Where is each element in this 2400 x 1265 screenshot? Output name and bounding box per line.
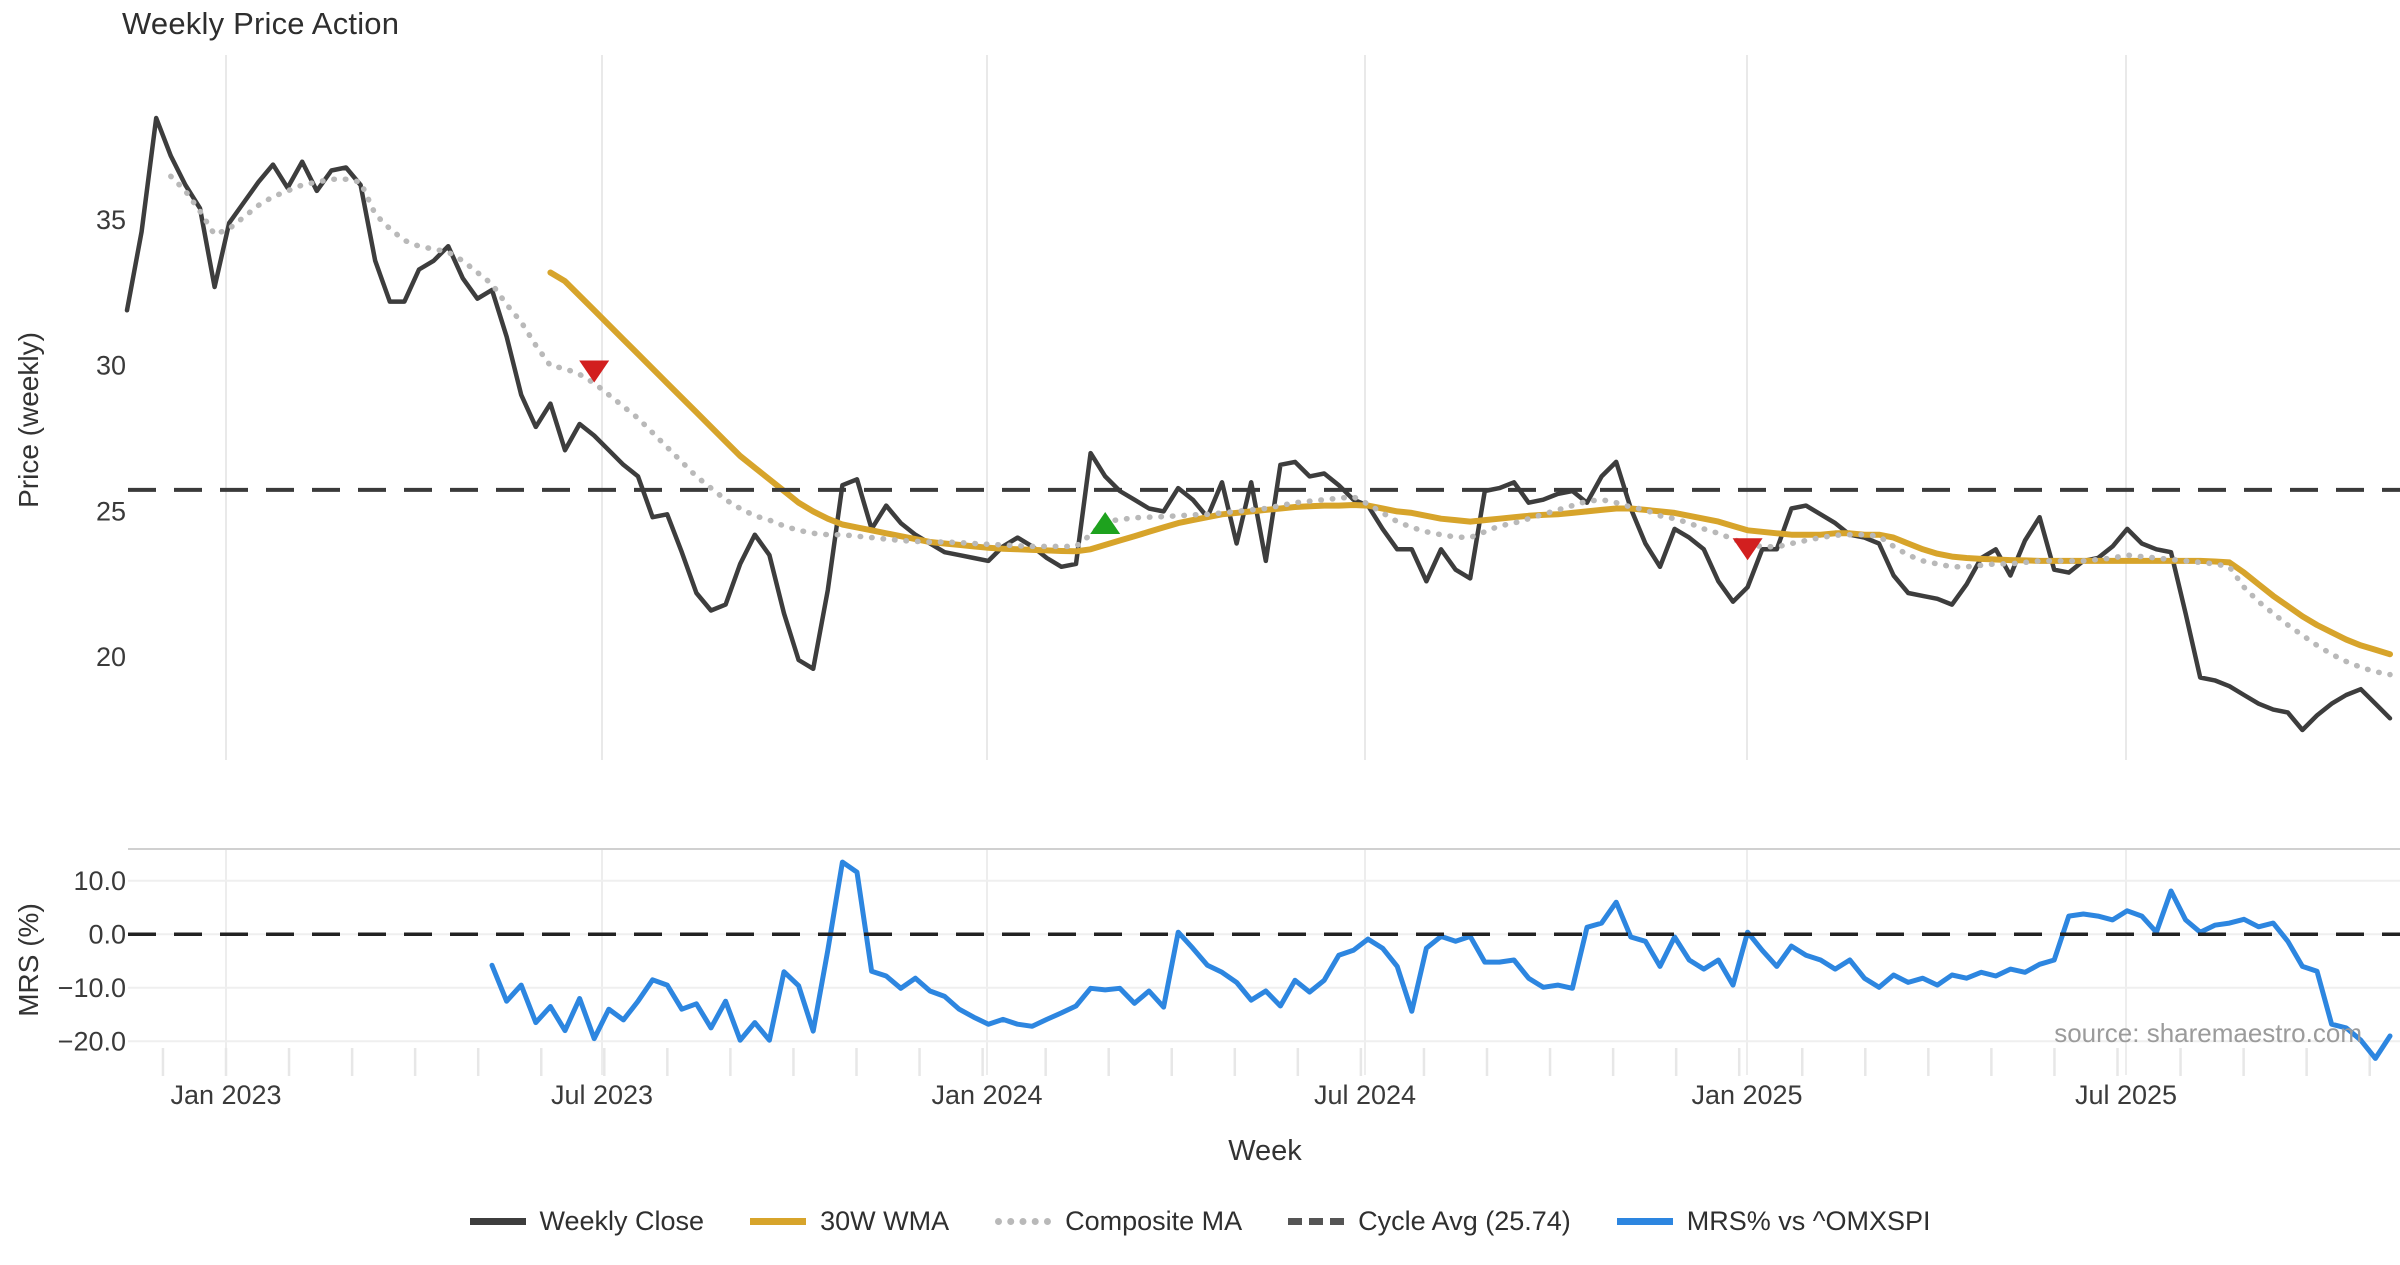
sell-signal-marker (579, 360, 610, 383)
chart-legend: Weekly Close 30W WMA Composite MA Cycle Avg… (0, 1206, 2400, 1237)
legend-item[interactable]: Composite MA (995, 1206, 1242, 1237)
sell-signal-marker (1732, 538, 1763, 561)
price-y-tick-label: 30 (96, 351, 126, 381)
legend-label: Composite MA (1065, 1206, 1243, 1236)
x-tick-label: Jan 2023 (170, 1080, 281, 1110)
mrs-y-axis-label: MRS (%) (13, 903, 44, 1017)
x-tick-label: Jul 2023 (551, 1080, 653, 1110)
legend-item[interactable]: MRS% vs ^OMXSPI (1616, 1206, 1931, 1237)
chart-title: Weekly Price Action (122, 6, 400, 41)
x-tick-label: Jan 2025 (1691, 1080, 1802, 1110)
price-y-tick-label: 35 (96, 205, 126, 235)
legend-swatch-dashed (1288, 1218, 1345, 1225)
legend-label: 30W WMA (820, 1206, 950, 1236)
legend-swatch-solid (750, 1218, 807, 1225)
price-y-tick-label: 20 (96, 642, 126, 672)
mrs-y-tick-label: 0.0 (88, 919, 126, 949)
source-note: source: sharemaestro.com (2054, 1018, 2362, 1048)
price-y-axis-label: Price (weekly) (13, 332, 44, 508)
mrs-y-tick-label: −10.0 (58, 973, 126, 1003)
legend-label: Cycle Avg (25.74) (1358, 1206, 1571, 1236)
legend-item[interactable]: Weekly Close (469, 1206, 705, 1237)
legend-swatch-solid (1616, 1218, 1673, 1225)
x-axis-label: Week (1228, 1135, 1302, 1167)
mrs-y-tick-label: −20.0 (58, 1026, 126, 1056)
price-y-tick-label: 25 (96, 496, 126, 526)
x-tick-label: Jul 2025 (2075, 1080, 2177, 1110)
series-composite-ma (168, 173, 2393, 678)
series-mrs-vs-omxspi (489, 859, 2393, 1061)
mrs-y-tick-label: 10.0 (73, 866, 126, 896)
legend-item[interactable]: Cycle Avg (25.74) (1288, 1206, 1571, 1237)
x-tick-label: Jan 2024 (931, 1080, 1042, 1110)
legend-swatch-dotted (995, 1218, 1052, 1225)
legend-label: Weekly Close (539, 1206, 705, 1236)
legend-label: MRS% vs ^OMXSPI (1686, 1206, 1931, 1236)
legend-item[interactable]: 30W WMA (750, 1206, 949, 1237)
legend-swatch-solid (469, 1218, 526, 1225)
series-weekly-close (124, 115, 2393, 733)
x-tick-label: Jul 2024 (1314, 1080, 1416, 1110)
buy-signal-marker (1090, 512, 1121, 535)
